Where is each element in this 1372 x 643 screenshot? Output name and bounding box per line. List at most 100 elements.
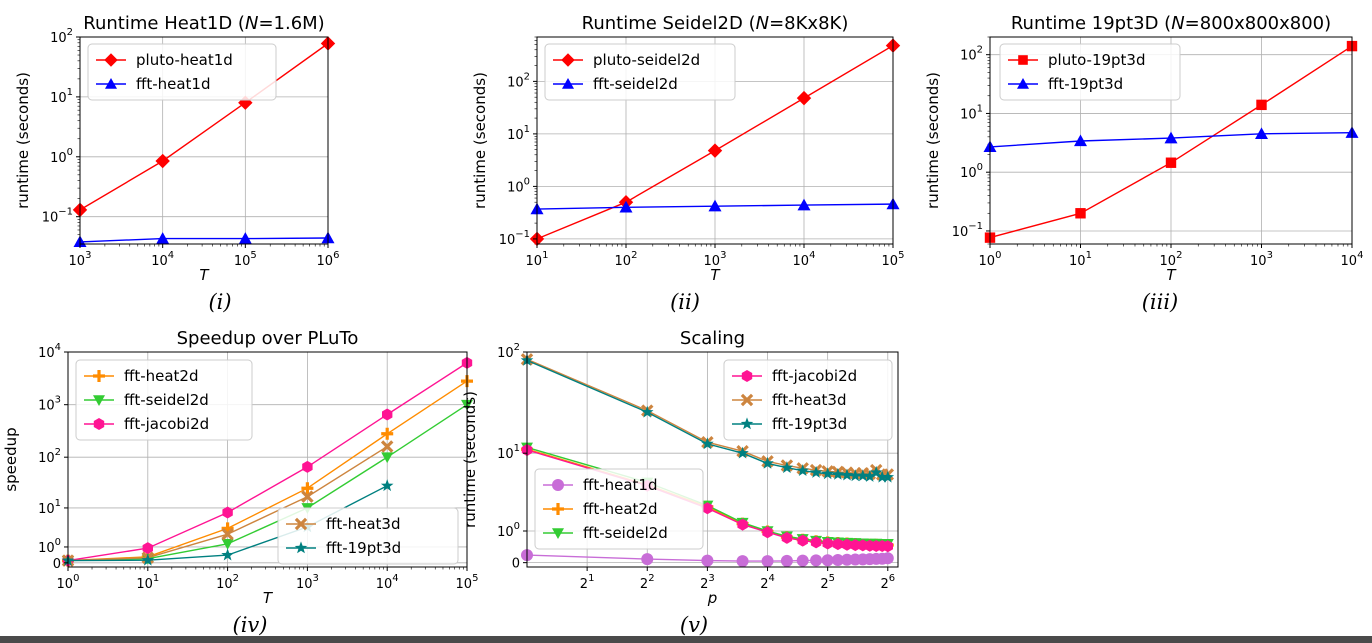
chart-5-point-fft-jacobi2d-4 (762, 526, 773, 539)
chart-4-point-fft-19pt3d-2 (221, 548, 234, 561)
chart-4-y-axis-label: speedup (2, 427, 20, 491)
chart-1-x-tick-label-0: 103 (69, 250, 92, 269)
chart-1-legend-marker-fft-heat1d (105, 78, 117, 89)
chart-5-series-fft-heat1d (521, 549, 894, 568)
chart-5-point-fft-19pt3d-16 (881, 470, 895, 483)
chart-3-title: Runtime 19pt3D (N=800x800x800) (1011, 13, 1331, 34)
chart-5-point-fft-jacobi2d-10 (841, 538, 853, 551)
chart-4-line-fft-heat2d (67, 380, 468, 562)
chart-4-line-fft-seidel2d (67, 404, 468, 562)
chart-2-caption: (ii) (670, 290, 700, 314)
bottom-strip (0, 636, 1372, 643)
chart-3-caption: (iii) (1142, 290, 1179, 314)
chart-4-x-tick-label-4: 104 (376, 573, 399, 592)
chart-4-y-tick-label-4: 103 (38, 395, 61, 414)
chart-3-y-tick-label-1: 100 (960, 162, 983, 181)
chart-5-point-fft-heat1d-16 (881, 552, 894, 565)
chart-4-x-axis-label: T (263, 589, 274, 607)
chart-5-point-fft-jacobi2d-2 (702, 502, 713, 515)
chart-5: 21 22 23 24 25 26 0 100 101 102 Scaling p runtime (s… (461, 328, 899, 636)
chart-4-legend-label-fft-heat3d: fft-heat3d (326, 515, 401, 533)
chart-3-legend-label-pluto-19pt3d: pluto-19pt3d (1048, 51, 1146, 69)
chart-5-point-fft-19pt3d-13 (863, 469, 876, 482)
chart-4-legend-marker-fft-jacobi2d (93, 418, 105, 430)
chart-5-legend-marker-fft-jacobi2d (741, 370, 753, 382)
chart-4-legend-marker-fft-seidel2d (93, 395, 105, 406)
chart-4-point-fft-19pt3d-1 (141, 553, 155, 566)
chart-2-x-tick-label-1: 102 (615, 250, 638, 269)
chart-1-x-tick-label-2: 105 (234, 250, 257, 269)
chart-1-x-tick-label-3: 106 (317, 250, 340, 269)
chart-5-legend-marker-fft-seidel2d (552, 528, 564, 539)
chart-1-legend-label-fft-heat1d: fft-heat1d (136, 75, 211, 93)
chart-4-legend-marker-fft-heat3d (294, 517, 308, 531)
chart-1-point-fft-heat1d-1 (156, 232, 170, 244)
chart-4-y-tick-label-5: 104 (38, 342, 61, 361)
chart-5-legend-label-fft-19pt3d: fft-19pt3d (772, 415, 847, 433)
chart-2-point-pluto-seidel2d-2 (707, 143, 723, 158)
chart-3: 100 101 102 103 104 10−1 100 101 102 Runtime 19pt… (924, 13, 1363, 314)
chart-5-point-fft-heat1d-7 (810, 554, 823, 567)
chart-2-legend-label-pluto-seidel2d: pluto-seidel2d (593, 51, 700, 69)
chart-5-point-fft-jacobi2d-9 (832, 538, 844, 551)
chart-5-point-fft-heat1d-8 (821, 554, 834, 567)
chart-5-legend-1: fft-jacobi2d fft-heat3d fft-19pt3d (723, 359, 893, 441)
chart-5-point-fft-19pt3d-1 (641, 405, 654, 418)
chart-3-legend-label-fft-19pt3d: fft-19pt3d (1048, 75, 1123, 93)
chart-2-point-pluto-seidel2d-3 (796, 90, 812, 106)
chart-4-point-fft-heat2d-3 (301, 482, 314, 495)
chart-4-caption: (iv) (233, 613, 268, 636)
chart-4-point-fft-seidel2d-2 (221, 538, 234, 550)
chart-5-point-fft-jacobi2d-8 (822, 537, 833, 550)
chart-4-point-fft-seidel2d-4 (381, 452, 394, 464)
chart-5-point-fft-19pt3d-10 (840, 468, 854, 481)
chart-5-x-axis-label: p (707, 589, 718, 607)
chart-3-x-axis-label: T (1166, 266, 1177, 284)
chart-1-caption: (i) (208, 290, 231, 314)
chart-2-x-tick-label-3: 104 (793, 250, 816, 269)
chart-2-y-tick-label-0: 10−1 (499, 229, 530, 248)
chart-1-y-tick-label-1: 100 (50, 147, 73, 166)
chart-4-x-tick-label-0: 100 (57, 573, 80, 592)
chart-5-point-fft-jacobi2d-16 (882, 540, 893, 553)
chart-1-frame (79, 36, 329, 245)
chart-4-point-fft-heat3d-3 (301, 490, 314, 503)
chart-5-point-fft-jacobi2d-6 (797, 534, 808, 547)
chart-4-point-fft-jacobi2d-2 (222, 506, 233, 519)
chart-3-x-tick-label-2: 102 (1160, 250, 1183, 269)
chart-2-title: Runtime Seidel2D (N=8Kx8K) (582, 13, 849, 34)
chart-4-y-tick-label-3: 102 (38, 447, 61, 466)
chart-5-point-fft-19pt3d-3 (736, 446, 749, 459)
chart-3-legend-marker-fft-19pt3d (1017, 78, 1029, 89)
chart-5-point-fft-19pt3d-8 (821, 467, 834, 480)
chart-2-y-tick-label-2: 101 (507, 124, 530, 143)
chart-1-line-fft-heat1d (79, 237, 329, 243)
chart-5-point-fft-jacobi2d-5 (781, 531, 793, 544)
chart-5-point-fft-19pt3d-5 (780, 461, 794, 474)
chart-2-x-tick-label-4: 105 (882, 250, 905, 269)
chart-5-title: Scaling (680, 328, 745, 349)
chart-4-legend-marker-fft-heat2d (93, 370, 105, 382)
chart-5-point-fft-jacobi2d-3 (737, 518, 748, 531)
chart-5-legend-marker-fft-heat3d (740, 393, 754, 407)
chart-4-point-fft-jacobi2d-4 (382, 408, 393, 421)
chart-5-x-tick-label-5: 26 (880, 573, 895, 592)
chart-5-point-fft-heat1d-2 (701, 554, 714, 567)
chart-5-point-fft-19pt3d-15 (875, 470, 889, 483)
chart-5-point-fft-19pt3d-7 (809, 465, 823, 478)
chart-5-legend-label-fft-heat3d: fft-heat3d (772, 391, 847, 409)
chart-5-point-fft-19pt3d-12 (856, 469, 870, 482)
chart-5-point-fft-19pt3d-6 (796, 464, 809, 476)
chart-1-y-tick-label-3: 102 (50, 27, 73, 46)
chart-5-y-tick-label-0: 0 (512, 557, 520, 572)
chart-5-legend-label-fft-heat2d: fft-heat2d (583, 500, 658, 518)
chart-3-point-fft-19pt3d-2 (1164, 131, 1178, 144)
chart-4-point-fft-jacobi2d-1 (142, 542, 153, 555)
chart-4-point-fft-heat3d-4 (380, 440, 394, 453)
chart-4-y-tick-label-1: 100 (38, 537, 61, 556)
chart-5-y-axis-label: runtime (seconds) (461, 391, 479, 528)
chart-4-title: Speedup over PLuTo (177, 328, 359, 349)
chart-5-point-fft-heat1d-4 (761, 555, 774, 568)
